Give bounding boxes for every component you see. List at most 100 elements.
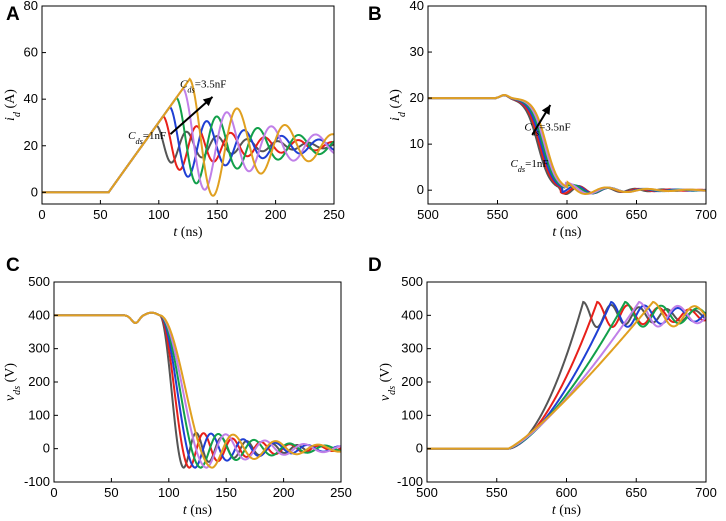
y-tick-label: 60	[24, 45, 38, 60]
x-axis-label: t (ns)	[183, 503, 213, 518]
y-axis-label-rest: (A)	[3, 89, 18, 112]
x-tick-label: 50	[93, 207, 107, 222]
x-tick-label: 500	[416, 485, 438, 500]
panel-label: B	[368, 4, 382, 25]
series-cds-3.5nf	[54, 311, 341, 469]
annotation-rest: =1nF	[143, 130, 166, 142]
arrow-head	[202, 96, 213, 107]
x-tick-label: 100	[158, 485, 180, 500]
x-tick-label: 200	[273, 485, 295, 500]
annotation-var: C	[510, 158, 518, 170]
x-tick-label: 250	[323, 207, 345, 222]
x-tick-label: 700	[695, 207, 717, 222]
y-tick-label: 200	[401, 374, 423, 389]
y-tick-label: 500	[28, 274, 50, 289]
series-group	[428, 93, 706, 196]
y-tick-label: 30	[410, 44, 424, 59]
y-tick-label: 20	[410, 90, 424, 105]
y-tick-label: 200	[28, 374, 50, 389]
annotation: Cds=1nF	[128, 130, 166, 146]
x-axis-label-var: t	[552, 225, 557, 240]
panel-d: 500 550 600 650 700 -100 0 100 200 300 400 500 t (ns…	[368, 255, 717, 518]
panel-label: D	[368, 255, 382, 276]
annotation-var: C	[128, 130, 136, 142]
x-axis-label-var: t	[552, 503, 557, 518]
y-tick-label: 300	[28, 341, 50, 356]
x-axis-label: t (ns)	[552, 225, 582, 240]
series-cds-1nf	[428, 94, 706, 196]
annotation-var: C	[180, 79, 188, 91]
panel-b: 500 550 600 650 700 0 10 20 30 40 t (ns) id (A) B Cds…	[368, 0, 717, 240]
panel-a: 0 50 100 150 200 250 0 20 40 60 80 t (ns) id (A) A Cds…	[3, 0, 345, 240]
series-cds-1.5nf	[427, 300, 706, 450]
annotation-sub: ds	[135, 136, 142, 145]
plot-frame	[41, 5, 335, 205]
series-cds-1.5nf	[428, 94, 706, 195]
y-axis-label-sub: ds	[12, 386, 23, 395]
y-tick-label: 500	[401, 274, 423, 289]
y-tick-label: 10	[410, 136, 424, 151]
y-tick-label: 0	[31, 184, 38, 199]
x-axis-label-var: t	[183, 503, 188, 518]
y-axis-label-rest: (A)	[388, 89, 403, 112]
panel-label: C	[6, 255, 20, 276]
y-tick-label: 300	[401, 341, 423, 356]
series-cds-3nf	[428, 94, 706, 195]
series-group	[427, 300, 706, 450]
y-axis-label-sub: d	[12, 111, 23, 117]
x-axis-label-rest: (ns)	[556, 225, 582, 240]
y-tick-label: 0	[417, 182, 424, 197]
series-cds-3.5nf	[42, 77, 334, 197]
series-cds-3.5nf	[428, 93, 706, 195]
arrow-head	[541, 105, 551, 116]
y-axis-label-var: i	[388, 117, 403, 121]
x-tick-label: 100	[148, 207, 170, 222]
x-tick-label: 650	[625, 485, 647, 500]
y-axis-label-sub: ds	[387, 386, 398, 395]
y-tick-label: 400	[401, 307, 423, 322]
x-axis-label-rest: (ns)	[187, 503, 213, 518]
x-tick-label: 50	[104, 485, 118, 500]
y-tick-label: 40	[24, 91, 38, 106]
y-tick-label: -100	[397, 474, 423, 489]
y-axis-label: id (A)	[388, 89, 408, 121]
y-axis-label-rest: (V)	[378, 363, 393, 386]
plot-frame	[427, 5, 707, 205]
annotation-rest: =3.5nF	[539, 121, 571, 133]
x-axis-label-rest: (ns)	[556, 503, 582, 518]
y-tick-label: 100	[401, 407, 423, 422]
x-tick-label: 600	[556, 207, 578, 222]
y-tick-label: 100	[28, 407, 50, 422]
y-axis-label-var: v	[3, 394, 18, 401]
y-tick-label: 80	[24, 0, 38, 13]
series-cds-2.5nf	[428, 94, 706, 195]
x-tick-label: 0	[50, 485, 57, 500]
x-tick-label: 150	[206, 207, 228, 222]
annotation-rest: =3.5nF	[195, 79, 227, 91]
y-tick-label: 40	[410, 0, 424, 13]
series-group	[54, 311, 341, 469]
x-tick-label: 550	[486, 485, 508, 500]
y-axis-label-sub: d	[397, 111, 408, 117]
x-tick-label: 250	[330, 485, 352, 500]
x-tick-label: 200	[265, 207, 287, 222]
x-tick-label: 550	[487, 207, 509, 222]
y-axis-label: vds (V)	[378, 363, 398, 401]
x-tick-label: 150	[215, 485, 237, 500]
y-axis-label: id (A)	[3, 89, 23, 121]
y-axis-label-rest: (V)	[3, 363, 18, 386]
annotation: Cds=3.5nF	[180, 79, 226, 95]
y-tick-label: 20	[24, 138, 38, 153]
x-tick-label: 500	[417, 207, 439, 222]
annotation: Cds=3.5nF	[524, 121, 570, 137]
annotation-sub: ds	[532, 128, 539, 137]
panel-label: A	[6, 4, 20, 25]
annotation-sub: ds	[187, 85, 194, 94]
series-cds-3.5nf	[427, 300, 706, 450]
y-axis-label-var: v	[378, 394, 393, 401]
y-tick-label: 0	[43, 441, 50, 456]
x-tick-label: 650	[626, 207, 648, 222]
x-tick-label: 700	[695, 485, 717, 500]
x-axis-label: t (ns)	[173, 225, 203, 240]
